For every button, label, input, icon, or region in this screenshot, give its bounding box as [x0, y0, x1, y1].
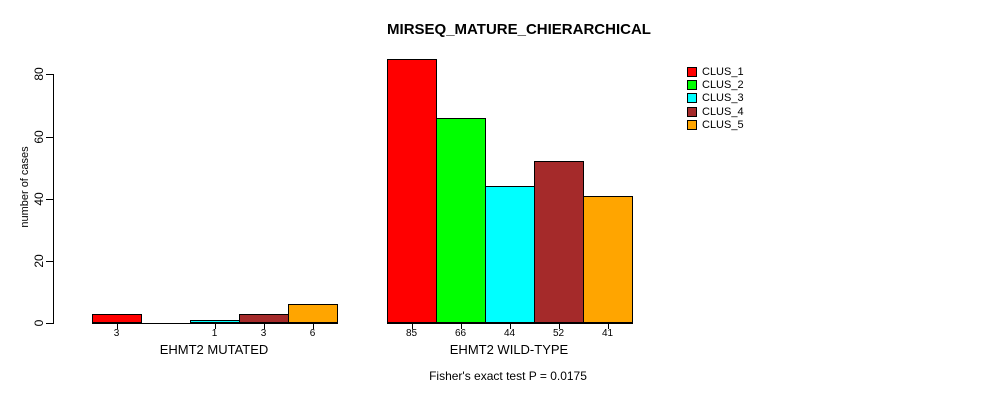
y-tick — [46, 323, 53, 324]
y-tick — [46, 198, 53, 200]
bar-clus_3 — [485, 186, 535, 323]
x-group-label-mutated: EHMT2 MUTATED — [159, 342, 269, 357]
x-tick — [509, 324, 511, 329]
legend-swatch-icon — [687, 119, 697, 130]
x-axis-baseline — [92, 323, 338, 324]
y-tick-label: 0 — [32, 319, 46, 327]
bar-clus_2 — [436, 117, 486, 323]
bar-clus_5 — [288, 304, 338, 323]
bar-value-label: 41 — [601, 328, 614, 339]
legend-item-label: CLUS_4 — [702, 105, 744, 118]
legend-swatch-icon — [687, 93, 697, 104]
legend-item-label: CLUS_3 — [702, 92, 744, 105]
bar-value-label: 44 — [503, 328, 516, 339]
x-tick — [312, 324, 314, 329]
fisher-test-annotation: Fisher's exact test P = 0.0175 — [429, 369, 587, 383]
bar-clus_1 — [387, 58, 437, 323]
x-tick — [558, 324, 560, 329]
legend-item-label: CLUS_1 — [702, 65, 744, 78]
bar-clus_1 — [92, 313, 142, 323]
bar-value-label: 52 — [552, 328, 565, 339]
bar-value-label: 3 — [113, 328, 120, 339]
y-tick — [46, 136, 53, 138]
legend-item: CLUS_2 — [687, 78, 744, 91]
legend-item: CLUS_1 — [687, 65, 744, 78]
legend-item: CLUS_4 — [687, 105, 744, 118]
x-tick — [214, 324, 216, 329]
y-tick-label: 80 — [32, 67, 46, 82]
bar-value-label: 6 — [309, 328, 316, 339]
legend-item-label: CLUS_2 — [702, 78, 744, 91]
bar-value-label: 1 — [211, 328, 218, 339]
y-tick — [46, 74, 53, 76]
legend-item: CLUS_3 — [687, 92, 744, 105]
y-axis-label: number of cases — [19, 146, 31, 228]
x-group-label-wildtype: EHMT2 WILD-TYPE — [449, 342, 569, 357]
legend-item: CLUS_5 — [687, 118, 744, 131]
x-axis-baseline — [387, 323, 633, 324]
x-tick — [460, 324, 462, 329]
legend-swatch-icon — [687, 79, 697, 90]
bar-clus_4 — [239, 313, 289, 323]
legend-item-label: CLUS_5 — [702, 118, 744, 131]
y-tick-label: 60 — [32, 129, 46, 144]
bar-value-label: 85 — [405, 328, 418, 339]
legend-swatch-icon — [687, 66, 697, 77]
y-tick — [46, 260, 53, 262]
legend: CLUS_1 CLUS_2 CLUS_3 CLUS_4 CLUS_5 — [687, 65, 744, 131]
y-axis-line — [53, 74, 54, 324]
x-tick — [116, 324, 118, 329]
x-tick — [263, 324, 265, 329]
x-tick — [607, 324, 609, 329]
y-tick-label: 40 — [32, 192, 46, 206]
legend-swatch-icon — [687, 106, 697, 117]
bar-value-label: 3 — [260, 328, 267, 339]
y-tick-label: 20 — [32, 254, 46, 268]
bar-clus_4 — [534, 161, 584, 323]
x-tick — [411, 324, 413, 329]
bar-value-label: 66 — [454, 328, 467, 339]
bar-clus_5 — [583, 195, 633, 323]
chart-title: MIRSEQ_MATURE_CHIERARCHICAL — [387, 21, 651, 38]
bar-clus_3 — [190, 319, 240, 323]
